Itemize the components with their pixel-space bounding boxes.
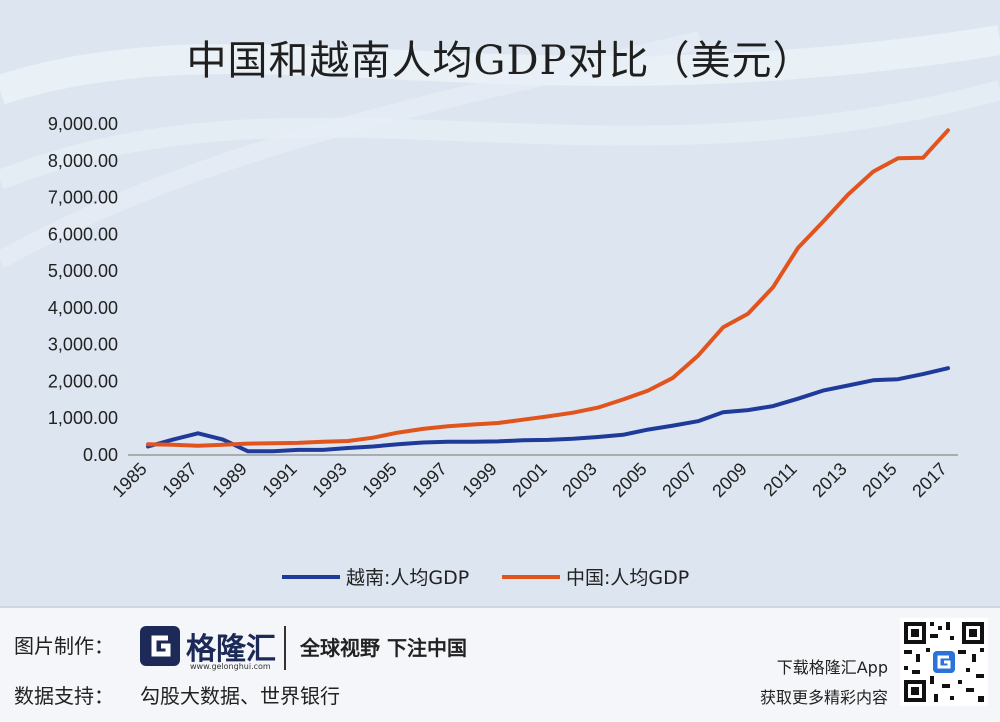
series-line-china xyxy=(146,128,950,448)
y-tick-label: 1,000.00 xyxy=(48,408,118,428)
x-tick-label: 2015 xyxy=(858,459,900,501)
x-tick-label: 2007 xyxy=(658,459,700,501)
x-tick-label: 1989 xyxy=(208,459,250,501)
logo-text: 格隆汇 xyxy=(186,632,276,667)
made-by-label: 图片制作： xyxy=(14,634,114,658)
legend-label: 中国:人均GDP xyxy=(566,567,689,589)
chart-title: 中国和越南人均GDP对比（美元） xyxy=(186,38,814,84)
y-tick-label: 7,000.00 xyxy=(48,188,118,208)
y-tick-label: 3,000.00 xyxy=(48,335,118,355)
line-chart: 0.00 1,000.00 2,000.00 3,000.00 4,000.00 5,00… xyxy=(48,114,958,589)
background-waves xyxy=(0,25,1000,105)
y-tick-label: 0.00 xyxy=(83,445,118,465)
x-tick-label: 1993 xyxy=(308,459,350,501)
legend-label: 越南:人均GDP xyxy=(346,567,469,589)
x-tick-label: 1999 xyxy=(458,459,500,501)
y-tick-label: 6,000.00 xyxy=(48,224,118,244)
x-tick-label: 2009 xyxy=(708,459,750,501)
gelonghui-logo-icon xyxy=(140,626,180,666)
x-tick-label: 1995 xyxy=(358,459,400,501)
y-tick-label: 4,000.00 xyxy=(48,298,118,318)
logo-url: www.gelonghui.com xyxy=(190,662,271,671)
y-tick-label: 5,000.00 xyxy=(48,261,118,281)
x-tick-label: 1991 xyxy=(258,459,300,501)
series-line-vietnam xyxy=(146,366,950,454)
x-tick-label: 2017 xyxy=(908,459,950,501)
x-tick-label: 2001 xyxy=(508,459,550,501)
x-tick-label: 1997 xyxy=(408,459,450,501)
app-promo-line: 获取更多精彩内容 xyxy=(759,688,888,707)
x-tick-label: 2005 xyxy=(608,459,650,501)
data-support-label: 数据支持： xyxy=(14,684,114,708)
footer: 图片制作： 格隆汇 www.gelonghui.com 全球视野 下注中国 数据… xyxy=(0,606,1000,722)
qr-code-icon[interactable] xyxy=(900,618,988,706)
y-tick-label: 8,000.00 xyxy=(48,151,118,171)
y-tick-label: 9,000.00 xyxy=(48,114,118,134)
x-tick-label: 2011 xyxy=(759,459,801,501)
x-tick-label: 2013 xyxy=(808,459,850,501)
data-support-value: 勾股大数据、世界银行 xyxy=(140,684,340,708)
x-tick-label: 1985 xyxy=(108,459,150,501)
x-tick-label: 1987 xyxy=(158,459,200,501)
x-tick-label: 2003 xyxy=(558,459,600,501)
slogan: 全球视野 下注中国 xyxy=(300,636,467,660)
footer-divider xyxy=(284,626,286,670)
app-download-line: 下载格隆汇App xyxy=(776,658,888,677)
y-tick-label: 2,000.00 xyxy=(48,371,118,391)
